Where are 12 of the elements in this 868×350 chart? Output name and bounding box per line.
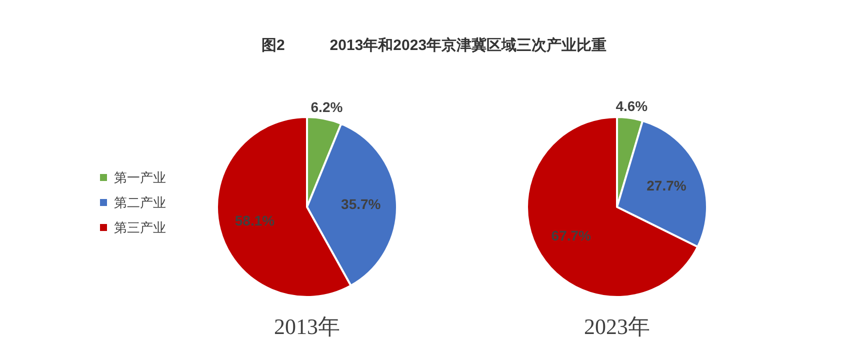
legend-label: 第一产业	[114, 171, 166, 186]
data-label: 27.7%	[646, 177, 687, 194]
data-label: 35.7%	[341, 196, 382, 212]
data-label: 6.2%	[310, 98, 344, 115]
data-label: 58.1%	[234, 212, 276, 229]
text: 图2 2013年和2023年京津冀区域三次产业比重	[261, 36, 607, 54]
text: 2023年	[584, 314, 650, 339]
text: 2013年	[274, 314, 340, 339]
legend-label: 第二产业	[114, 196, 166, 211]
data-label: 4.6%	[616, 98, 648, 114]
data-label: 67.7%	[551, 228, 592, 244]
legend-label: 第三产业	[114, 221, 166, 236]
